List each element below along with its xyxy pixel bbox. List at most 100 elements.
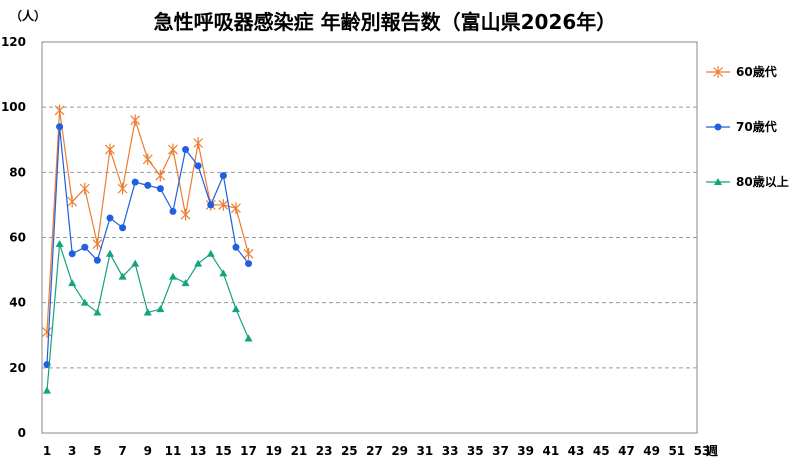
data-point	[105, 249, 114, 257]
data-point	[130, 114, 141, 127]
data-point	[131, 259, 140, 267]
y-tick-label: 20	[9, 361, 26, 375]
series-line	[46, 110, 250, 333]
y-tick-label: 40	[9, 296, 26, 310]
data-point	[67, 195, 78, 208]
data-point	[193, 137, 204, 149]
x-tick-label: 25	[341, 444, 358, 458]
data-point	[56, 123, 64, 131]
y-tick-label: 120	[1, 35, 26, 49]
data-point	[42, 326, 52, 338]
x-tick-label: 53	[694, 444, 711, 458]
data-point	[244, 334, 253, 342]
data-point	[194, 162, 202, 170]
data-point	[243, 247, 254, 260]
data-point	[92, 238, 103, 250]
data-point	[143, 308, 152, 316]
data-point	[206, 249, 215, 257]
x-tick-labels: 1 3 5 7 9 11 13 15 17 19 21 23 25 27 29 31 33 35 37 39 41 43 4…	[43, 444, 711, 458]
y-tick-label: 0	[18, 426, 26, 440]
data-point	[54, 104, 65, 117]
data-point	[156, 185, 164, 193]
data-point	[182, 146, 190, 154]
x-tick-label: 23	[316, 444, 333, 458]
legend-item: 80歳以上	[706, 174, 789, 189]
legend-item: 70歳代	[706, 119, 777, 134]
legend-label: 70歳代	[736, 119, 777, 134]
x-tick-label: 37	[492, 444, 509, 458]
data-point	[231, 202, 241, 215]
x-tick-label: 13	[190, 444, 207, 458]
data-point	[155, 169, 166, 182]
x-tick-label: 47	[618, 444, 635, 458]
data-point	[81, 243, 89, 251]
data-point	[218, 199, 229, 211]
data-point	[79, 182, 90, 195]
data-point	[219, 172, 227, 180]
data-point	[713, 66, 723, 78]
data-point	[180, 208, 191, 221]
series-line	[46, 243, 250, 391]
x-tick-label: 9	[144, 444, 152, 458]
data-point	[245, 260, 253, 268]
series-2	[43, 123, 253, 369]
data-point	[131, 178, 139, 186]
legend-label: 60歳代	[736, 64, 777, 79]
chart-title: 急性呼吸器感染症 年齢別報告数（富山県2026年）	[154, 10, 617, 34]
gridlines	[42, 106, 697, 369]
x-tick-label: 51	[668, 444, 685, 458]
data-point	[207, 201, 215, 209]
y-tick-label: 80	[9, 165, 26, 179]
legend-label: 80歳以上	[736, 174, 789, 189]
x-tick-label: 15	[215, 444, 232, 458]
x-tick-label: 41	[542, 444, 559, 458]
data-point	[219, 269, 228, 277]
x-tick-label: 43	[568, 444, 585, 458]
y-tick-label: 100	[1, 100, 26, 114]
data-point	[714, 123, 722, 131]
x-tick-label: 27	[366, 444, 383, 458]
data-point	[169, 207, 177, 215]
y-tick-label: 60	[9, 231, 26, 245]
legend-item: 60歳代	[706, 64, 777, 79]
series-3	[43, 240, 253, 394]
data-point	[68, 250, 76, 258]
data-point	[93, 308, 102, 316]
data-point	[194, 259, 203, 267]
x-tick-label: 17	[240, 444, 257, 458]
x-tick-label: 49	[643, 444, 660, 458]
data-point	[168, 272, 177, 280]
series-1	[42, 104, 254, 338]
data-point	[142, 153, 153, 166]
x-tick-label: 19	[265, 444, 282, 458]
data-point	[144, 181, 152, 189]
data-point	[231, 305, 240, 313]
x-tick-label: 29	[391, 444, 408, 458]
data-point	[93, 256, 101, 264]
data-point	[156, 305, 165, 313]
data-point	[168, 143, 178, 156]
data-point	[117, 182, 128, 195]
data-point	[68, 279, 77, 287]
x-tick-label: 11	[165, 444, 182, 458]
legend: 60歳代 70歳代 80歳以上	[706, 64, 789, 189]
x-axis-label: 週	[706, 443, 718, 458]
data-point	[181, 279, 190, 287]
x-tick-label: 21	[291, 444, 308, 458]
data-point	[714, 178, 722, 185]
data-point	[43, 386, 51, 394]
data-point	[118, 272, 127, 280]
y-axis-label: （人）	[10, 8, 46, 23]
data-point	[80, 298, 89, 306]
series-group	[42, 104, 254, 394]
data-point	[55, 240, 64, 248]
data-point	[232, 243, 240, 251]
x-tick-label: 5	[93, 444, 101, 458]
x-tick-label: 31	[417, 444, 434, 458]
x-tick-label: 7	[118, 444, 126, 458]
x-tick-label: 33	[442, 444, 459, 458]
data-point	[106, 214, 114, 222]
x-tick-label: 39	[517, 444, 534, 458]
x-tick-label: 1	[43, 444, 51, 458]
